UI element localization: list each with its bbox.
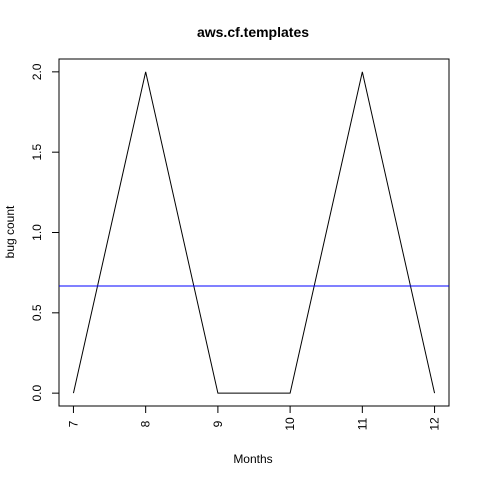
x-tick-label: 11 (355, 417, 369, 430)
y-tick-label: 1.5 (30, 144, 44, 161)
x-tick-label: 10 (283, 417, 297, 431)
chart-title: aws.cf.templates (197, 24, 309, 40)
y-axis: 0.0 0.5 1.0 1.5 2.0 (30, 63, 60, 401)
x-tick-label: 7 (66, 420, 80, 427)
series-line (72, 71, 436, 394)
x-tick-label: 9 (211, 420, 225, 427)
y-tick-label: 0.0 (30, 384, 44, 401)
y-axis-label: bug count (3, 205, 17, 258)
x-tick-label: 8 (139, 420, 153, 427)
series-layer (72, 71, 436, 394)
x-tick-label: 12 (428, 417, 442, 431)
plot-frame (58, 58, 450, 407)
y-tick-label: 0.5 (30, 304, 44, 321)
y-tick-label: 2.0 (30, 63, 44, 80)
x-axis: 7 8 9 10 11 12 (66, 405, 442, 431)
y-tick-label: 1.0 (30, 224, 44, 241)
x-axis-label: Months (233, 452, 272, 466)
